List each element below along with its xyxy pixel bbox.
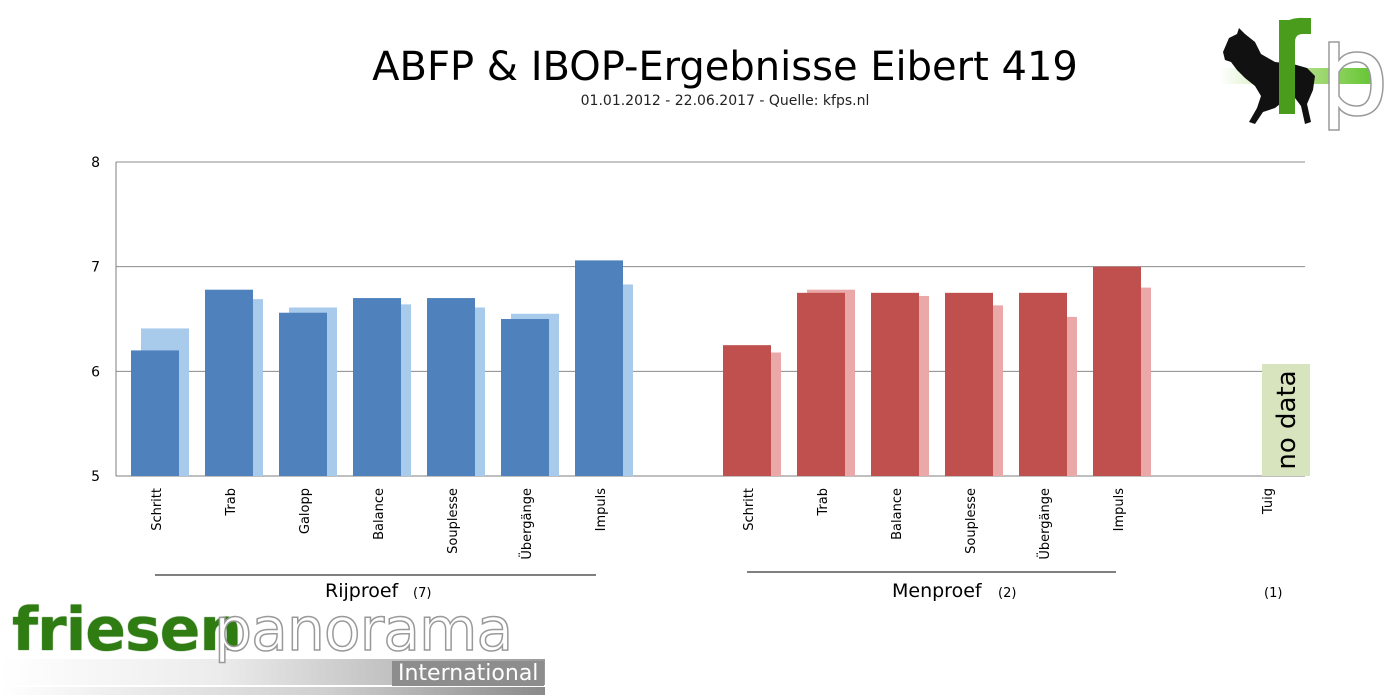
x-tick-label: Trab [224, 488, 239, 517]
bar-score [427, 298, 475, 476]
x-tick-label: Tuig [1261, 488, 1276, 515]
x-tick-label: Trab [816, 488, 831, 517]
x-tick-label: Impuls [1112, 488, 1127, 532]
chart-subtitle: 01.01.2012 - 22.06.2017 - Quelle: kfps.n… [580, 93, 870, 109]
bar-score [501, 319, 549, 476]
x-tick-label: Übergänge [518, 488, 535, 560]
bar-score [1093, 266, 1141, 476]
group-label-menproef: Menproef [892, 580, 982, 602]
bar-score [797, 292, 845, 476]
x-tick-label: Übergänge [1036, 488, 1053, 560]
bar-score [279, 312, 327, 476]
x-tick-label: Schritt [150, 488, 165, 531]
group-count-rijproef: (7) [413, 586, 432, 601]
no-data-bar [1262, 364, 1310, 476]
y-tick-label: 6 [91, 364, 100, 380]
bar-score [871, 292, 919, 476]
x-tick-label: Balance [890, 488, 905, 540]
logo-swoosh-lower [0, 687, 545, 695]
group-count-menproef: (2) [998, 586, 1017, 601]
horse-logo-icon [1220, 17, 1384, 131]
group-count-tuig: (1) [1264, 586, 1283, 601]
y-tick-label: 8 [91, 155, 100, 171]
bar-score [353, 298, 401, 476]
bar-score [131, 350, 179, 476]
bar-score [945, 292, 993, 476]
x-tick-label: Balance [372, 488, 387, 540]
x-tick-label: Schritt [742, 488, 757, 531]
bar-score [723, 345, 771, 476]
bar-score [575, 260, 623, 476]
x-tick-label: Souplesse [446, 488, 461, 554]
bar-score [1019, 292, 1067, 476]
y-tick-label: 7 [91, 260, 100, 276]
no-data-label: no data [1272, 370, 1302, 469]
brand-sub-text: International [392, 661, 545, 686]
kfp-logo [1215, 12, 1390, 132]
x-tick-label: Impuls [594, 488, 609, 532]
friesenpanorama-logo: friesen panorama International [0, 594, 560, 700]
bar-score [205, 289, 253, 476]
brand-main-text: friesen [12, 595, 242, 665]
chart-title: ABFP & IBOP-Ergebnisse Eibert 419 [372, 44, 1078, 90]
group-label-rijproef: Rijproef [325, 580, 399, 602]
y-tick-label: 5 [91, 469, 100, 485]
brand-second-text: panorama [213, 594, 514, 666]
x-tick-label: Souplesse [964, 488, 979, 554]
x-tick-label: Galopp [298, 488, 313, 534]
